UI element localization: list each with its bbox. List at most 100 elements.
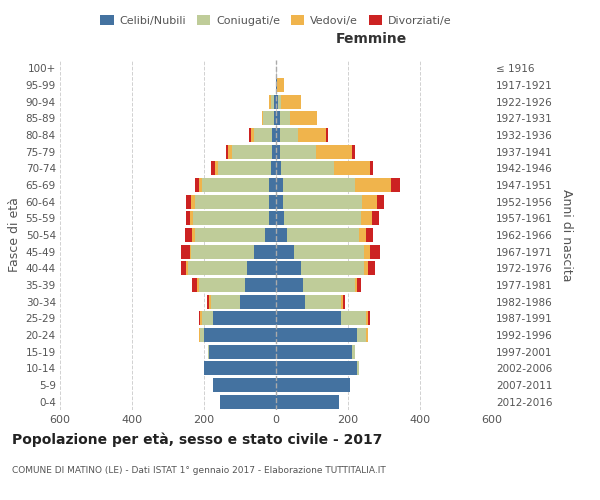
Y-axis label: Anni di nascita: Anni di nascita [560,188,573,281]
Bar [276,178,283,192]
Bar [274,112,276,126]
Bar [276,94,278,109]
Bar [370,162,373,175]
Bar [185,228,192,242]
Bar [341,311,366,326]
Bar [271,94,274,109]
Bar [215,162,218,175]
Legend: Celibi/Nubili, Coniugati/e, Vedovi/e, Divorziati/e: Celibi/Nubili, Coniugati/e, Vedovi/e, Di… [96,10,456,30]
Bar [276,328,357,342]
Bar [188,261,247,276]
Bar [366,311,368,326]
Bar [190,211,193,226]
Bar [197,278,199,292]
Bar [290,112,317,126]
Bar [186,194,191,209]
Bar [269,94,271,109]
Bar [269,178,276,192]
Bar [361,211,372,226]
Bar [276,112,280,126]
Bar [209,344,276,359]
Bar [276,394,339,409]
Bar [274,94,276,109]
Bar [355,178,391,192]
Bar [232,144,272,159]
Bar [181,244,190,259]
Bar [303,278,355,292]
Bar [181,261,186,276]
Bar [366,328,368,342]
Bar [245,278,276,292]
Bar [280,128,298,142]
Bar [276,228,287,242]
Bar [271,162,276,175]
Bar [190,244,191,259]
Bar [199,311,200,326]
Bar [195,228,265,242]
Bar [276,162,281,175]
Bar [265,228,276,242]
Bar [276,378,350,392]
Bar [240,294,276,308]
Bar [209,294,211,308]
Bar [359,228,366,242]
Text: Popolazione per età, sesso e stato civile - 2017: Popolazione per età, sesso e stato civil… [12,432,382,447]
Y-axis label: Fasce di età: Fasce di età [8,198,22,272]
Bar [357,328,366,342]
Bar [364,261,368,276]
Bar [277,78,284,92]
Bar [262,112,263,126]
Bar [276,211,284,226]
Bar [204,361,276,376]
Bar [226,144,229,159]
Bar [341,294,343,308]
Bar [199,178,202,192]
Bar [254,128,272,142]
Bar [287,228,359,242]
Bar [202,178,269,192]
Bar [305,294,341,308]
Bar [276,78,277,92]
Bar [281,94,301,109]
Bar [218,162,271,175]
Bar [355,278,357,292]
Bar [283,178,355,192]
Bar [276,361,357,376]
Bar [352,144,355,159]
Bar [370,244,380,259]
Bar [391,178,400,192]
Bar [276,278,303,292]
Bar [191,244,254,259]
Bar [366,228,373,242]
Bar [199,278,245,292]
Bar [193,211,269,226]
Bar [213,378,276,392]
Bar [352,344,355,359]
Bar [204,328,276,342]
Bar [281,162,334,175]
Bar [211,294,240,308]
Bar [343,294,346,308]
Bar [186,261,188,276]
Bar [334,162,370,175]
Bar [202,311,213,326]
Bar [316,144,352,159]
Bar [220,394,276,409]
Bar [229,144,232,159]
Bar [280,112,290,126]
Bar [372,211,379,226]
Text: COMUNE DI MATINO (LE) - Dati ISTAT 1° gennaio 2017 - Elaborazione TUTTITALIA.IT: COMUNE DI MATINO (LE) - Dati ISTAT 1° ge… [12,466,386,475]
Bar [364,244,370,259]
Bar [276,344,352,359]
Bar [208,344,209,359]
Bar [200,328,204,342]
Bar [213,311,276,326]
Bar [272,128,276,142]
Bar [276,261,301,276]
Bar [357,361,359,376]
Bar [298,128,326,142]
Bar [326,128,328,142]
Bar [263,112,274,126]
Bar [357,278,361,292]
Bar [200,311,202,326]
